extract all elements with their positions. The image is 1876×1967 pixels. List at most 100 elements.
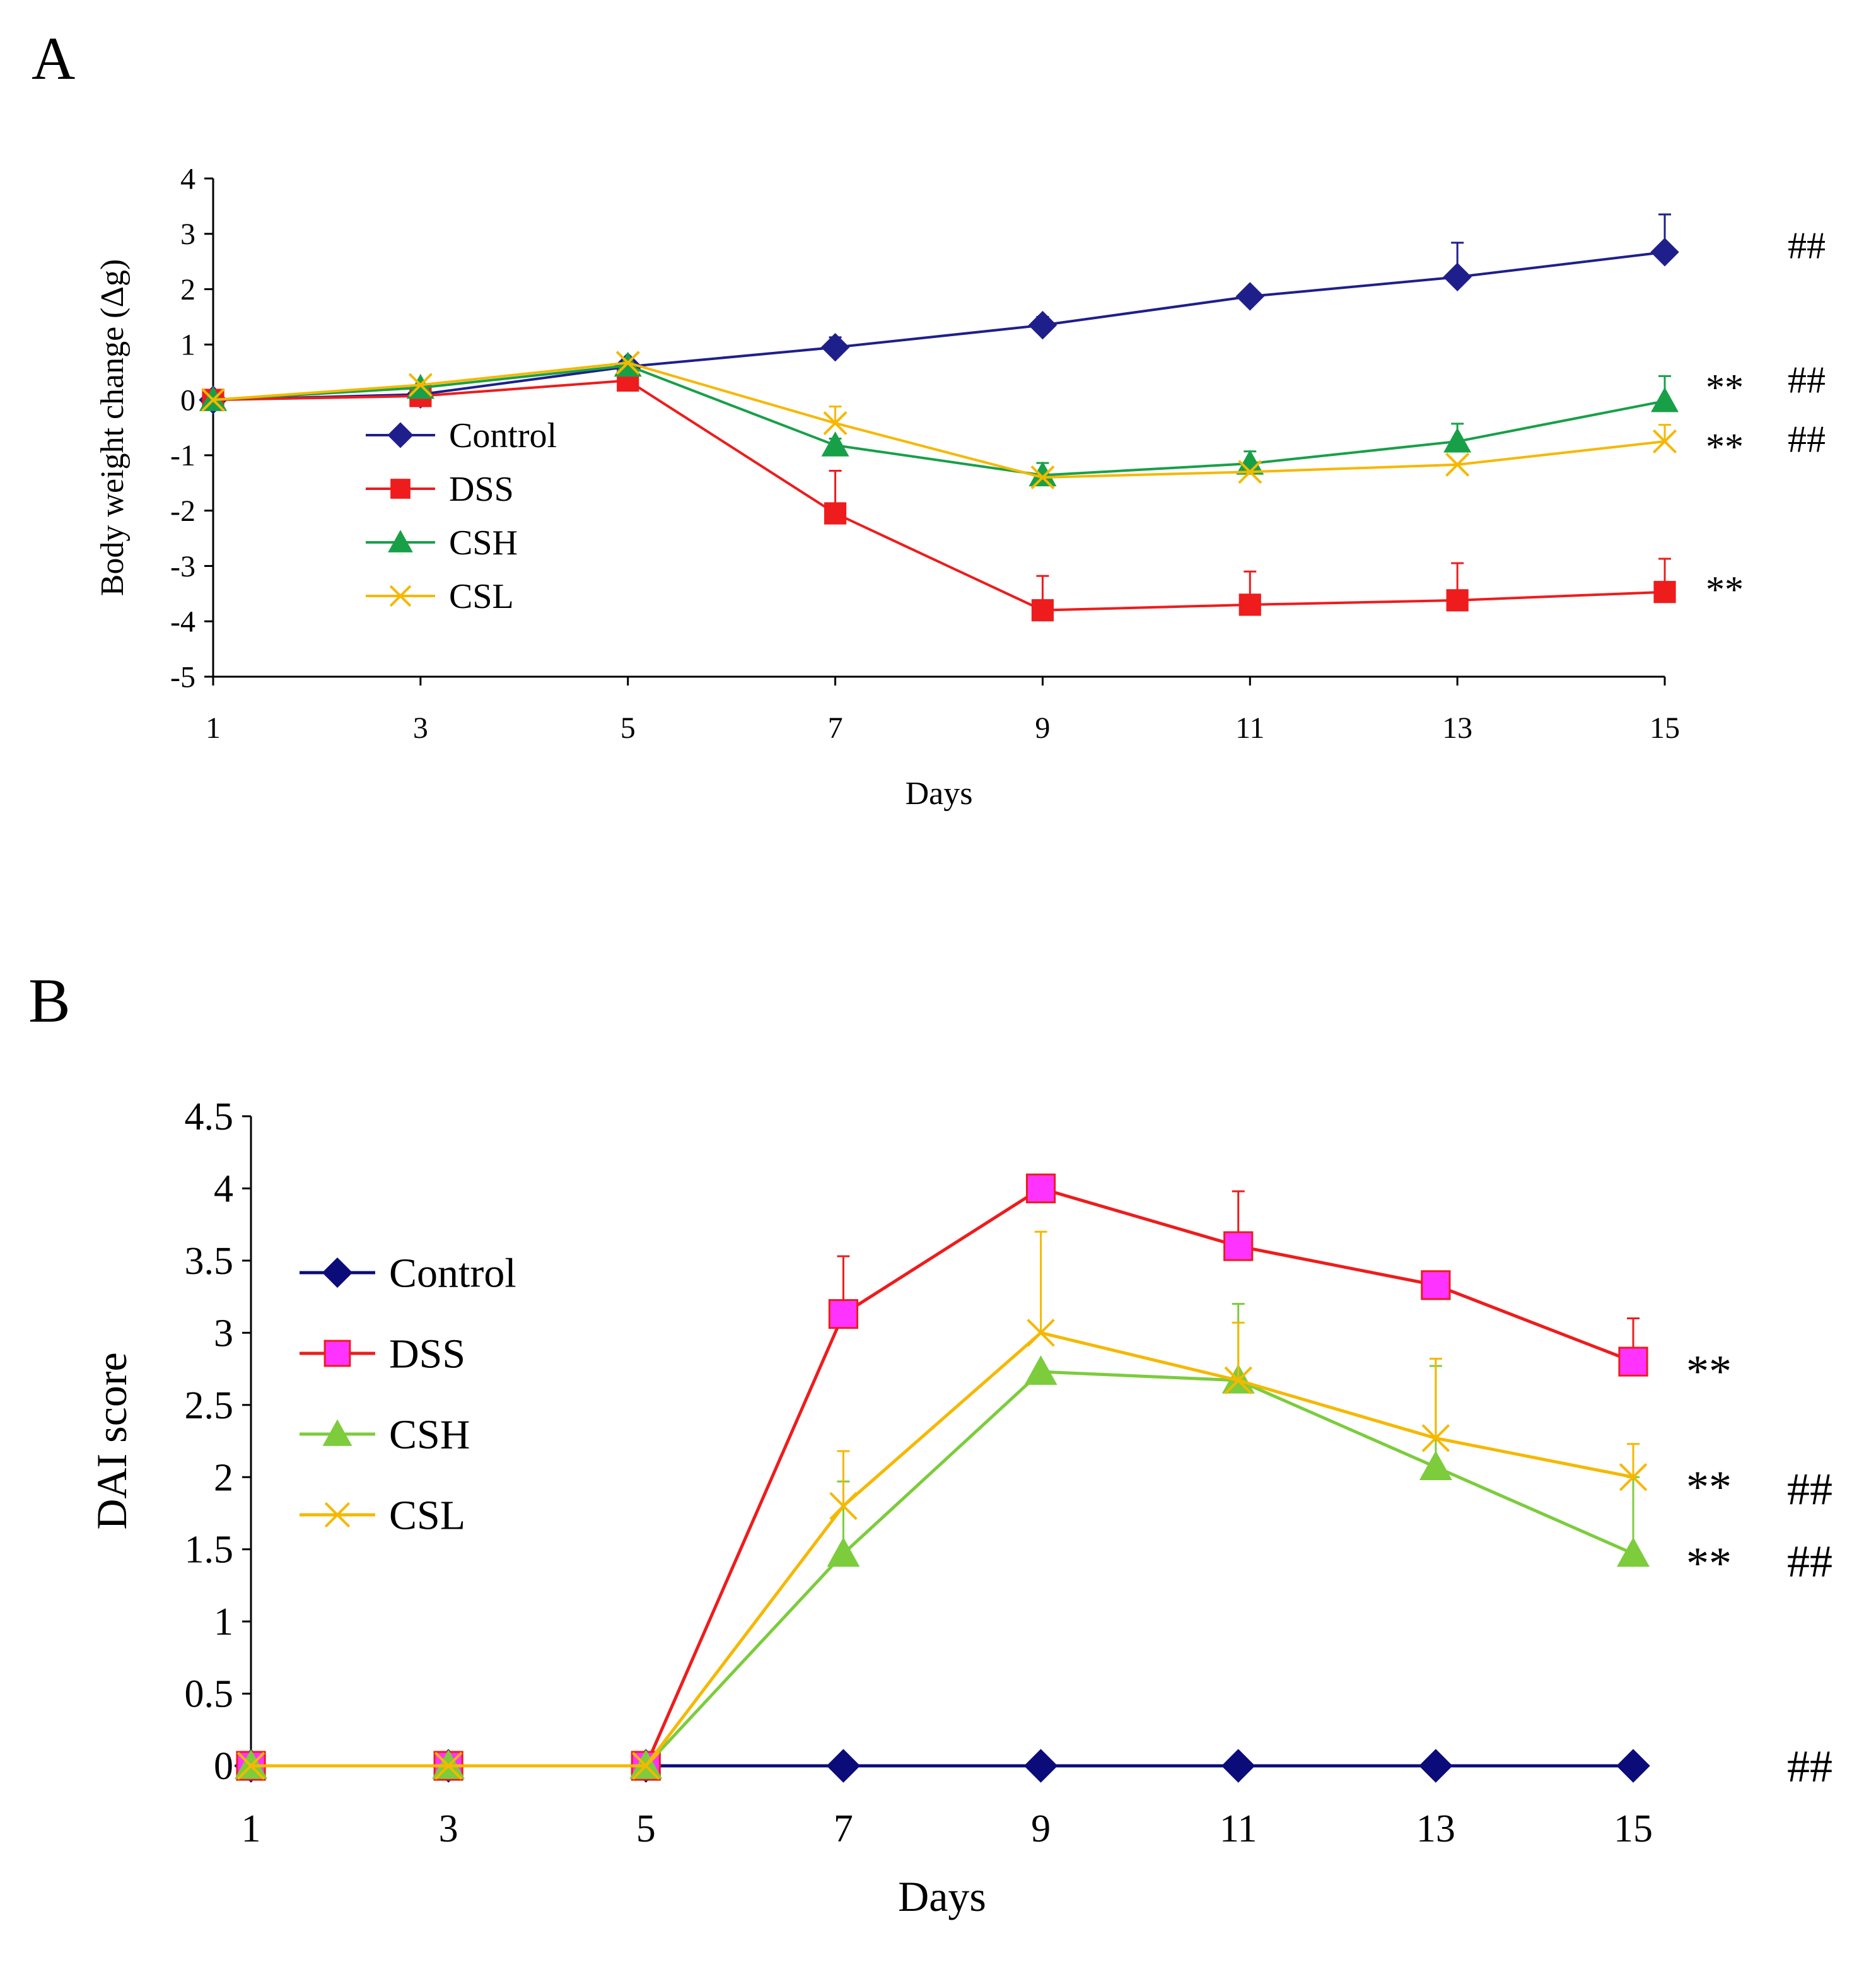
legend-marker — [322, 1419, 352, 1446]
legend-marker — [322, 1257, 353, 1288]
y-tick-label: 2 — [214, 1456, 233, 1499]
data-point — [1236, 450, 1264, 475]
data-point — [408, 373, 433, 397]
significance-annotation: ** — [1686, 1346, 1732, 1397]
data-point — [828, 1299, 859, 1329]
data-point — [1031, 599, 1054, 622]
y-axis-label: DAI score — [88, 1352, 136, 1529]
x-tick-label: 9 — [1031, 1807, 1051, 1850]
panel-label: A — [32, 25, 75, 92]
data-point — [1221, 1749, 1256, 1783]
data-point — [1651, 387, 1679, 412]
chart-panel-B: B00.511.522.533.544.51 3 5 7 9 11 13 15DaysDAI … — [28, 966, 1832, 1920]
data-point — [201, 388, 226, 412]
y-tick-label: 1 — [214, 1601, 233, 1643]
y-tick-label: 2 — [180, 273, 195, 306]
data-point — [1443, 427, 1472, 453]
data-point — [1025, 1173, 1056, 1204]
data-point — [824, 502, 847, 525]
data-point — [1028, 310, 1057, 340]
x-tick-label: 3 — [413, 711, 428, 745]
y-tick-label: 4 — [214, 1168, 233, 1211]
x-tick-label: 11 — [1220, 1807, 1257, 1850]
data-point — [236, 1751, 265, 1780]
y-tick-label: -1 — [170, 439, 195, 472]
data-point — [1446, 589, 1469, 612]
significance-annotation: ** — [1686, 1538, 1732, 1589]
legend-label: Control — [449, 416, 557, 455]
data-point — [1030, 465, 1055, 490]
y-axis-label: Body weight change (Δg) — [95, 259, 131, 597]
data-point — [1616, 1749, 1650, 1783]
y-tick-label: 3 — [180, 218, 195, 251]
legend-label: CSL — [389, 1492, 465, 1538]
x-tick-label: 1 — [242, 1807, 261, 1850]
significance-annotation: ## — [1788, 359, 1826, 401]
x-axis-label: Days — [906, 776, 973, 812]
x-tick-label: 9 — [1035, 711, 1050, 745]
significance-annotation: ** — [1686, 1462, 1732, 1512]
series-csl — [201, 351, 1677, 490]
x-tick-label: 13 — [1442, 711, 1472, 745]
y-tick-label: 0 — [180, 383, 195, 417]
series-line — [213, 379, 1665, 612]
y-tick-label: 3.5 — [185, 1240, 234, 1283]
legend: Control DSS CSH CSL — [300, 1250, 516, 1538]
data-point — [823, 411, 848, 435]
x-tick-label: 7 — [834, 1807, 853, 1850]
series-line — [213, 361, 1665, 479]
data-point — [820, 333, 850, 362]
x-tick-label: 1 — [206, 711, 221, 745]
significance-annotation: ** — [1706, 426, 1744, 468]
y-tick-label: 1.5 — [185, 1529, 234, 1572]
series-line — [251, 1331, 1634, 1768]
data-point — [1443, 262, 1472, 291]
y-tick-label: -5 — [170, 660, 195, 694]
x-tick-label: 7 — [828, 711, 843, 745]
legend: Control DSS CSH CSL — [366, 416, 557, 616]
x-tick-label: 15 — [1614, 1807, 1653, 1850]
data-point — [1618, 1346, 1648, 1377]
y-tick-label: 1 — [180, 329, 195, 362]
data-point — [827, 1537, 860, 1567]
significance-annotation: ## — [1787, 1741, 1832, 1792]
legend-label: DSS — [449, 470, 514, 509]
data-point — [632, 1751, 660, 1780]
data-point — [1223, 1231, 1254, 1261]
data-point — [1619, 1463, 1648, 1491]
x-tick-label: 15 — [1650, 711, 1680, 745]
data-point — [1652, 429, 1677, 453]
significance-annotation: ## — [1788, 419, 1826, 460]
y-tick-label: -4 — [170, 605, 195, 639]
data-point — [1028, 461, 1057, 487]
data-point — [1650, 238, 1679, 267]
legend-label: CSL — [449, 577, 514, 616]
data-point — [1224, 1366, 1252, 1395]
legend-marker — [387, 422, 414, 448]
x-tick-label: 5 — [620, 711, 636, 745]
significance-annotation: ** — [1706, 569, 1744, 610]
data-point — [1238, 593, 1261, 616]
legend-marker — [389, 585, 412, 607]
significance-annotation: ## — [1787, 1464, 1832, 1515]
series-dss — [202, 369, 1676, 622]
data-point — [829, 1491, 858, 1520]
data-point — [1445, 452, 1470, 477]
y-tick-label: 4 — [180, 162, 195, 196]
x-tick-label: 13 — [1416, 1807, 1455, 1850]
y-tick-label: -3 — [170, 550, 195, 583]
legend-marker — [324, 1502, 351, 1528]
series-line — [213, 364, 1665, 477]
legend-marker — [390, 479, 411, 499]
x-tick-label: 3 — [439, 1807, 458, 1850]
data-point — [1023, 1749, 1058, 1783]
data-point — [826, 1749, 861, 1783]
data-point — [1421, 1270, 1451, 1300]
data-point — [1617, 1537, 1650, 1567]
x-tick-label: 11 — [1235, 711, 1264, 745]
y-tick-label: 4.5 — [185, 1095, 234, 1138]
significance-annotation: ## — [1787, 1536, 1832, 1587]
data-point — [434, 1751, 463, 1780]
